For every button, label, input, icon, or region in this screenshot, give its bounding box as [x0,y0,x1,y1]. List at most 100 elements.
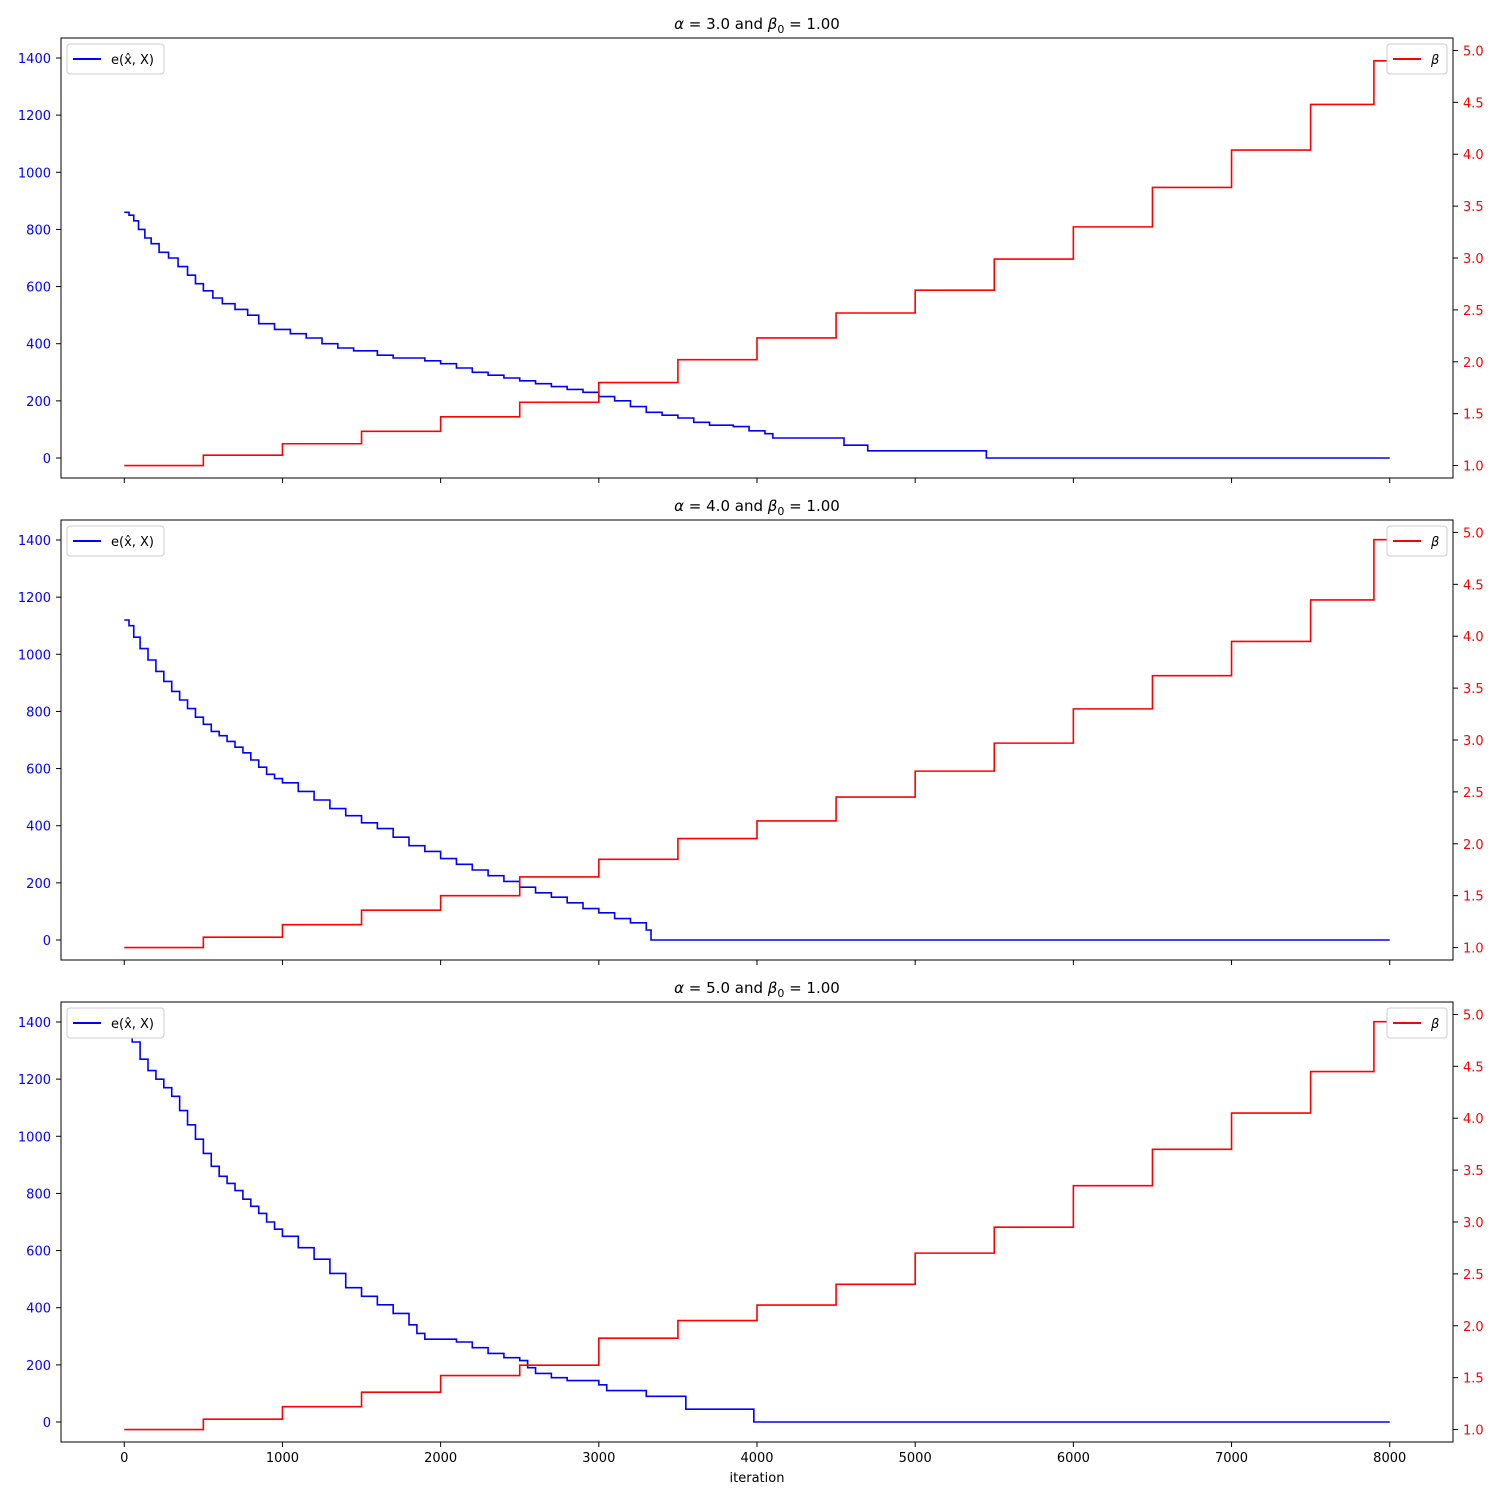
y2-tick-label: 5.0 [1463,526,1484,541]
y-tick-label: 0 [43,452,51,467]
y-tick-label: 600 [26,1245,51,1260]
x-tick-label: 5000 [899,1451,932,1466]
title-alpha: α [674,497,684,515]
y-tick-label: 1200 [18,1073,51,1088]
x-tick-label: 4000 [740,1451,773,1466]
plot-frame [60,37,1454,479]
legend-beta: β [1386,1007,1448,1039]
title-beta-sub: 0 [777,23,784,36]
chart-panel-3: α = 5.0 and β0 = 1.000 1000 2000 3000 4000 50… [18,979,1484,1486]
y-tick-label: 1400 [18,534,51,549]
y-tick-label: 400 [26,338,51,353]
series-line-error [124,619,1390,941]
y2-tick-label: 2.0 [1463,838,1484,853]
title-beta-sub: 0 [777,987,784,1000]
y2-tick-label: 1.0 [1463,1424,1484,1439]
title-alpha-text: = 5.0 and [684,979,768,997]
y-tick-label: 200 [26,395,51,410]
y2-tick-label: 4.0 [1463,1112,1484,1127]
y-tick-label: 1200 [18,109,51,124]
y2-tick-label: 2.5 [1463,304,1484,319]
y-tick-label: 600 [26,763,51,778]
title-beta-sub: 0 [777,505,784,518]
y2-tick-label: 4.0 [1463,630,1484,645]
y-tick-label: 1000 [18,166,51,181]
title-alpha-text: = 4.0 and [684,497,768,515]
y-tick-label: 800 [26,705,51,720]
y2-tick-label: 5.0 [1463,1008,1484,1023]
title-beta: β [767,979,778,997]
y2-tick-label: 1.5 [1463,1372,1484,1387]
y2-tick-label: 4.5 [1463,578,1484,593]
y-tick-label: 1200 [18,591,51,606]
chart-panel-1: α = 3.0 and β0 = 1.000200400600800100012… [18,15,1484,483]
y-tick-label: 400 [26,820,51,835]
y2-tick-label: 3.5 [1463,1164,1484,1179]
legend-label: β [1430,1017,1439,1032]
x-tick-label: 6000 [1057,1451,1090,1466]
legend-error: e(x̂, X) [66,43,165,75]
y2-tick-label: 2.5 [1463,786,1484,801]
x-axis-label: iteration [730,1471,785,1486]
y2-tick-label: 2.0 [1463,356,1484,371]
y2-tick-label: 1.5 [1463,408,1484,423]
chart-title: α = 5.0 and β0 = 1.00 [674,979,840,1000]
x-tick-label: 0 [120,1451,128,1466]
x-tick-label: 8000 [1373,1451,1406,1466]
legend-beta: β [1386,43,1448,75]
series-line-error [124,1021,1390,1423]
y2-tick-label: 3.5 [1463,682,1484,697]
y2-tick-label: 2.0 [1463,1320,1484,1335]
legend-error: e(x̂, X) [66,525,165,557]
legend-beta: β [1386,525,1448,557]
legend-label: e(x̂, X) [111,53,154,68]
y2-tick-label: 3.0 [1463,734,1484,749]
y-tick-label: 0 [43,1416,51,1431]
legend-label: e(x̂, X) [111,535,154,550]
y-tick-label: 1000 [18,648,51,663]
y2-tick-label: 3.0 [1463,252,1484,267]
legend-box [66,43,165,75]
legend-error: e(x̂, X) [66,1007,165,1039]
chart-title: α = 3.0 and β0 = 1.00 [674,15,840,36]
y2-tick-label: 1.5 [1463,890,1484,905]
x-tick-label: 7000 [1215,1451,1248,1466]
series-line-error [124,211,1390,459]
plot-frame [60,519,1454,961]
series-line-beta [124,538,1391,949]
y-tick-label: 200 [26,1359,51,1374]
y-tick-label: 600 [26,281,51,296]
x-tick-label: 3000 [582,1451,615,1466]
title-beta: β [767,497,778,515]
y-tick-label: 800 [26,1187,51,1202]
y2-tick-label: 3.0 [1463,1216,1484,1231]
y-tick-label: 400 [26,1302,51,1317]
legend-label: e(x̂, X) [111,1017,154,1032]
series-line-beta [124,1019,1391,1431]
y-tick-label: 1400 [18,1016,51,1031]
legend-box [66,1007,165,1039]
legend-box [66,525,165,557]
title-alpha: α [674,979,684,997]
y2-tick-label: 3.5 [1463,200,1484,215]
legend-label: β [1430,535,1439,550]
chart-title: α = 4.0 and β0 = 1.00 [674,497,840,518]
y2-tick-label: 4.0 [1463,148,1484,163]
title-beta-text: = 1.00 [784,497,840,515]
y-tick-label: 800 [26,223,51,238]
legend-label: β [1430,53,1439,68]
title-alpha-text: = 3.0 and [684,15,768,33]
y2-tick-label: 2.5 [1463,1268,1484,1283]
y2-tick-label: 1.0 [1463,460,1484,475]
y-tick-label: 0 [43,934,51,949]
x-tick-label: 2000 [424,1451,457,1466]
y-tick-label: 1000 [18,1130,51,1145]
x-tick-label: 1000 [266,1451,299,1466]
y2-tick-label: 4.5 [1463,96,1484,111]
series-line-beta [124,58,1391,467]
chart-panel-2: α = 4.0 and β0 = 1.000200400600800100012… [18,497,1484,965]
y-tick-label: 1400 [18,52,51,67]
title-beta-text: = 1.00 [784,979,840,997]
y2-tick-label: 4.5 [1463,1060,1484,1075]
